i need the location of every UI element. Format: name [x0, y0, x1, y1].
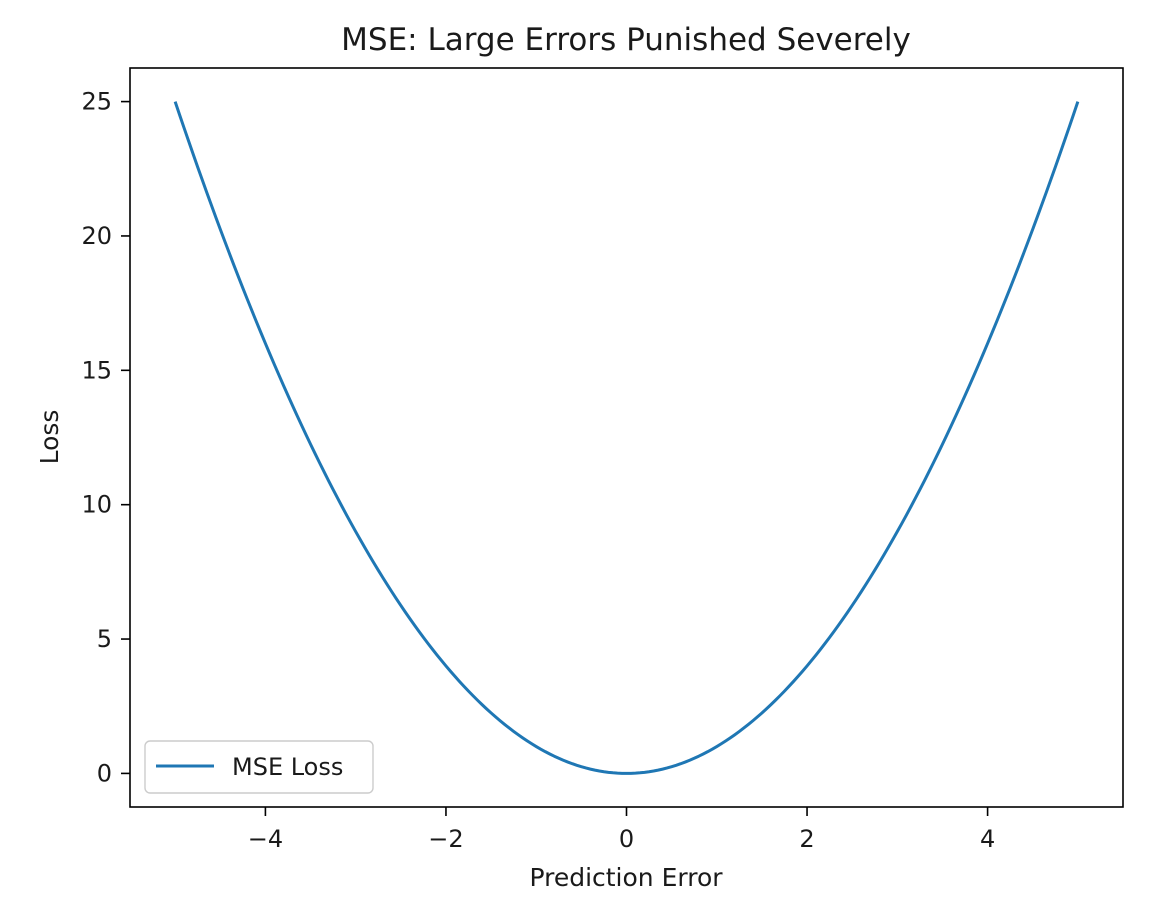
- plot-frame: [129, 67, 1124, 808]
- x-axis: −4 −2 0 2 4: [248, 807, 995, 853]
- x-axis-label: Prediction Error: [529, 863, 723, 892]
- series-line-mse-loss: [173, 101, 1080, 775]
- x-tick-label: 2: [799, 825, 814, 853]
- x-tick-label: −2: [428, 825, 463, 853]
- y-tick-label: 5: [97, 625, 112, 653]
- y-tick-label: 25: [81, 88, 112, 116]
- x-tick-label: 4: [980, 825, 995, 853]
- y-tick-label: 10: [81, 491, 112, 519]
- y-tick-label: 15: [81, 356, 112, 384]
- x-tick-label: −4: [248, 825, 283, 853]
- chart-title: MSE: Large Errors Punished Severely: [341, 22, 911, 58]
- legend: MSE Loss: [144, 740, 374, 794]
- y-axis-label: Loss: [35, 410, 64, 465]
- x-tick-label: 0: [619, 825, 634, 853]
- y-axis: 0 5 10 15 20 25: [81, 88, 130, 787]
- legend-entry-mse-loss: MSE Loss: [232, 753, 343, 781]
- legend-box: [144, 740, 374, 794]
- y-tick-label: 0: [97, 759, 112, 787]
- plot-area: [173, 101, 1080, 775]
- y-tick-label: 20: [81, 222, 112, 250]
